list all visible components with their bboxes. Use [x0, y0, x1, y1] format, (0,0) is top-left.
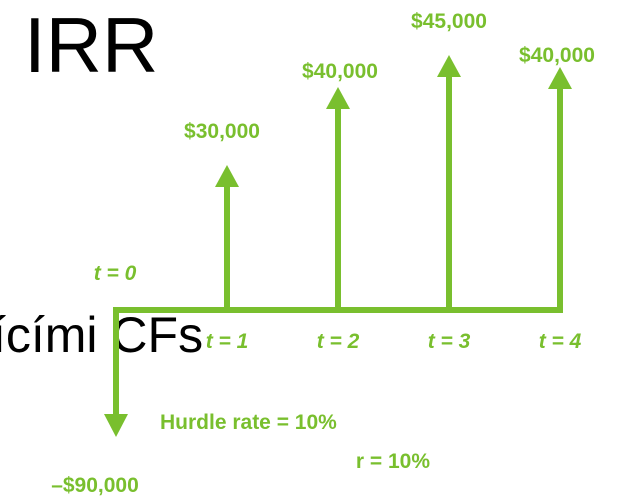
time-label: t = 3	[428, 330, 471, 353]
hurdle-rate: Hurdle rate = 10%	[160, 411, 337, 434]
arrow-head	[215, 165, 239, 187]
body-text: ícími CFs	[0, 307, 203, 363]
arrow-head	[326, 87, 350, 109]
time-label: t = 1	[206, 330, 249, 353]
amount-label: $30,000	[184, 120, 260, 143]
amount-label: $40,000	[519, 44, 595, 67]
rate: r = 10%	[356, 450, 430, 473]
amount-label: $40,000	[302, 60, 378, 83]
time-label: t = 2	[317, 330, 360, 353]
arrow-head	[104, 414, 128, 437]
time-label: t = 0	[94, 262, 137, 285]
arrow-head	[437, 55, 461, 77]
arrow-head	[548, 67, 572, 89]
amount-label: $45,000	[411, 10, 487, 33]
time-label: t = 4	[539, 330, 582, 353]
slide-title: IRR	[24, 1, 158, 89]
amount-label: –$90,000	[51, 474, 139, 497]
